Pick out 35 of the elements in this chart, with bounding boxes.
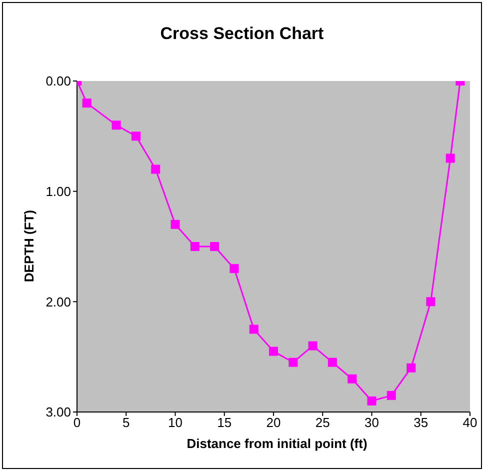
y-axis-title: DEPTH (FT) — [22, 210, 36, 282]
point — [82, 98, 92, 108]
x-tick-label: 15 — [217, 415, 232, 430]
point — [308, 341, 318, 350]
point — [367, 396, 376, 406]
y-tick-label: 2.00 — [46, 294, 71, 310]
y-tick-label: 0.00 — [46, 74, 71, 89]
point — [131, 132, 140, 141]
x-tick-label: 5 — [122, 415, 130, 430]
x-tick-label: 30 — [364, 415, 379, 430]
point — [269, 346, 278, 356]
point — [170, 220, 180, 229]
x-tick-label: 10 — [168, 415, 182, 430]
point — [288, 358, 298, 367]
x-tick-label: 0 — [73, 415, 81, 430]
point — [406, 363, 416, 372]
chart-title: Cross Section Chart — [159, 24, 325, 44]
point — [348, 374, 357, 384]
x-tick-label: 20 — [266, 415, 281, 430]
x-tick-label: 40 — [462, 415, 478, 430]
point — [328, 358, 337, 367]
x-axis-title: Distance from initial point (ft) — [186, 436, 368, 451]
point — [190, 242, 200, 251]
point — [426, 297, 436, 306]
point — [151, 164, 160, 174]
y-tick-label: 3.00 — [46, 404, 71, 420]
point — [112, 120, 121, 130]
point — [446, 154, 455, 163]
point — [230, 264, 239, 274]
x-tick-label: 35 — [414, 415, 428, 430]
point — [249, 324, 258, 334]
point — [210, 242, 220, 251]
y-tick-label: 1.00 — [46, 184, 71, 199]
x-tick-label: 25 — [315, 415, 330, 430]
point — [386, 390, 396, 400]
